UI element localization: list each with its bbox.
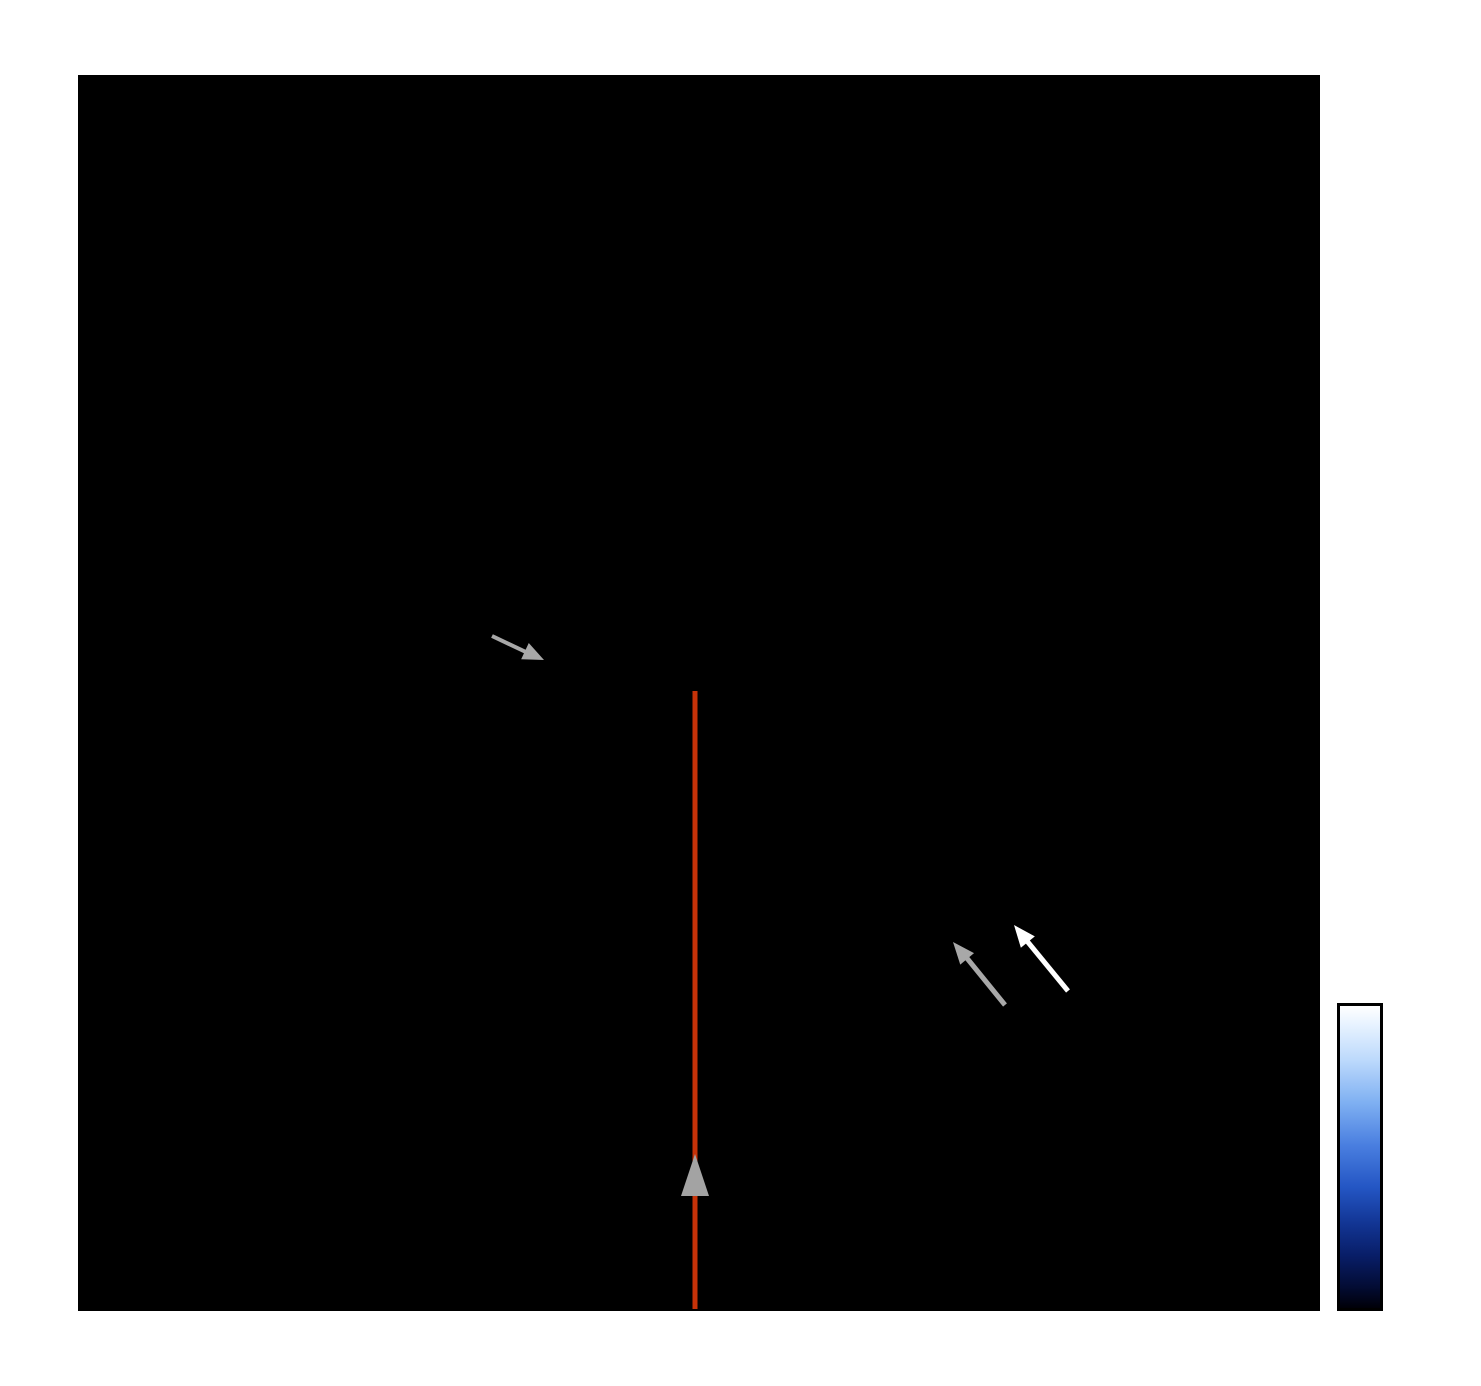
polar-plot-area bbox=[78, 75, 1320, 1311]
aurora-canvas bbox=[78, 75, 378, 225]
colorbar bbox=[1337, 1003, 1383, 1311]
